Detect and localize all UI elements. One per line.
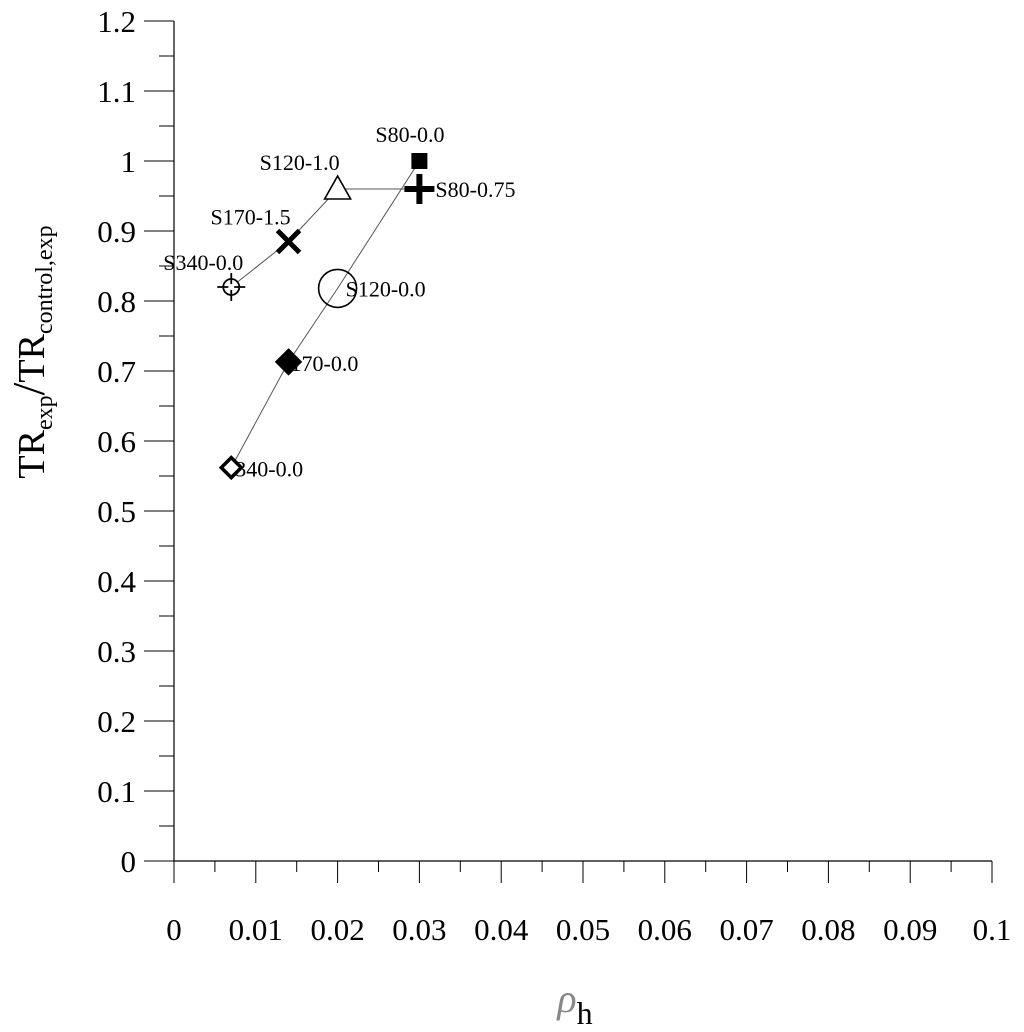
marker-plus — [404, 174, 435, 204]
y-axis-numerator: TR — [11, 429, 53, 478]
point-label: 170-0.0 — [291, 351, 359, 376]
y-axis-label: TRexp/TRcontrol,exp — [3, 225, 58, 478]
y-tick-label: 0 — [121, 844, 137, 879]
y-tick-label: 0.3 — [97, 634, 136, 669]
marker-open-diamond — [218, 455, 244, 481]
y-axis-denominator: TR — [11, 333, 53, 382]
marker-filled-square — [411, 153, 428, 169]
x-tick-label: 0.03 — [392, 912, 446, 947]
point-label: S80-0.75 — [435, 177, 515, 202]
y-tick-label: 0.7 — [97, 354, 136, 389]
x-tick-label: 0 — [166, 912, 182, 947]
point-label: S120-0.0 — [346, 276, 426, 301]
x-tick-label: 0.08 — [801, 912, 855, 947]
y-axis-numerator-subscript: exp — [32, 395, 58, 430]
marker-open-circle — [317, 268, 358, 309]
point-label: 340-0.0 — [235, 457, 303, 482]
marker-x-cross — [275, 228, 302, 255]
data-markers — [217, 153, 435, 481]
point-label: S340-0.0 — [163, 250, 243, 275]
y-tick-labels: 0 0.1 0.2 0.3 0.4 0.5 0.6 0.7 0.8 0.9 1 1.1 1.2 — [97, 4, 136, 879]
y-tick-label: 1.1 — [97, 74, 136, 109]
x-axis-subscript: h — [577, 995, 593, 1031]
point-label: S120-1.0 — [260, 150, 340, 175]
x-tick-label: 0.01 — [229, 912, 283, 947]
series-lines — [230, 160, 420, 468]
y-tick-label: 1.2 — [97, 4, 136, 39]
y-axis-slash: / — [3, 382, 54, 395]
x-tick-label: 0.06 — [638, 912, 692, 947]
x-axis-symbol: ρ — [555, 976, 576, 1021]
x-tick-label: 0.07 — [719, 912, 773, 947]
x-tick-label: 0.1 — [973, 912, 1012, 947]
y-axis-denominator-subscript: control,exp — [32, 225, 58, 334]
point-label: S80-0.0 — [375, 122, 444, 147]
y-tick-label: 0.6 — [97, 424, 136, 459]
y-tick-label: 0.2 — [97, 704, 136, 739]
x-tick-labels: 0 0.01 0.02 0.03 0.04 0.05 0.06 0.07 0.08 0.09 0.1 — [166, 912, 1011, 947]
x-tick-label: 0.02 — [310, 912, 364, 947]
point-label: S170-1.5 — [211, 205, 291, 230]
marker-filled-diamond — [274, 348, 303, 376]
marker-open-triangle — [323, 174, 352, 200]
y-tick-label: 0.1 — [97, 774, 136, 809]
x-tick-label: 0.09 — [883, 912, 937, 947]
y-tick-label: 0.4 — [97, 564, 136, 599]
y-tick-label: 0.8 — [97, 284, 136, 319]
axes — [144, 20, 993, 883]
y-tick-label: 0.5 — [97, 494, 136, 529]
marker-crosshair-circle — [217, 273, 246, 301]
series-line — [230, 160, 420, 468]
point-labels: S340-0.0 S170-1.5 S120-1.0 S80-0.75 340-0.0 1… — [163, 122, 515, 482]
x-tick-label: 0.04 — [474, 912, 529, 947]
y-tick-label: 0.9 — [97, 214, 136, 249]
series-line — [230, 188, 420, 288]
y-tick-label: 1 — [121, 144, 137, 179]
x-axis-label: ρh — [555, 976, 592, 1031]
x-tick-label: 0.05 — [556, 912, 610, 947]
